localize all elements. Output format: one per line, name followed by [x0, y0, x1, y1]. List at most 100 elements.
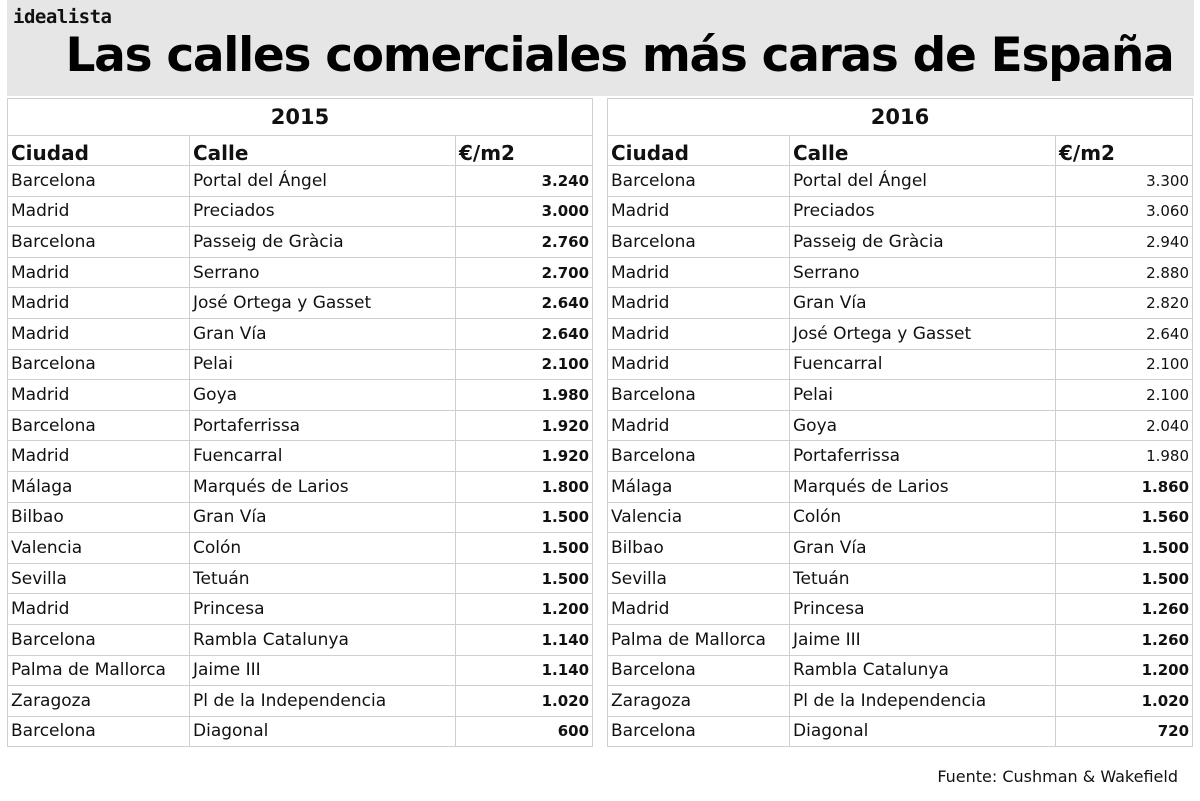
cell-street: Passeig de Gràcia — [189, 226, 456, 258]
table-body: Barcelona Portal del Ángel 3.240 Madrid Prec… — [7, 165, 594, 748]
table-row: Madrid Princesa 1.200 — [7, 593, 594, 625]
cell-city: Barcelona — [7, 348, 190, 381]
cell-price: 1.500 — [454, 501, 594, 534]
table-row: Barcelona Pelai 2.100 — [607, 379, 1194, 411]
cell-city: Barcelona — [7, 715, 190, 748]
cell-city: Barcelona — [7, 226, 190, 258]
cell-price: 2.640 — [454, 287, 594, 319]
cell-street: Goya — [189, 379, 456, 411]
table-row: Palma de Mallorca Jaime III 1.260 — [607, 623, 1194, 656]
cell-price: 2.760 — [454, 226, 594, 258]
cell-city: Barcelona — [607, 440, 790, 472]
table-row: Málaga Marqués de Larios 1.800 — [7, 470, 594, 503]
cell-price: 1.140 — [454, 623, 594, 656]
cell-street: Diagonal — [189, 715, 456, 748]
cell-price: 2.820 — [1054, 287, 1194, 319]
cell-city: Madrid — [607, 593, 790, 625]
cell-price: 2.880 — [1054, 256, 1194, 289]
cell-price: 1.200 — [454, 593, 594, 625]
table-row: Valencia Colón 1.500 — [7, 532, 594, 564]
source-note: Fuente: Cushman & Wakefield — [937, 767, 1178, 786]
cell-street: Fuencarral — [789, 348, 1056, 381]
cell-price: 1.500 — [454, 532, 594, 564]
cell-price: 1.920 — [454, 409, 594, 442]
cell-street: Serrano — [789, 256, 1056, 289]
column-header-street: Calle — [789, 135, 1056, 166]
column-header-price: €/m2 — [1054, 135, 1194, 166]
cell-price: 2.100 — [454, 348, 594, 381]
cell-street: Marqués de Larios — [189, 470, 456, 503]
cell-city: Valencia — [7, 532, 190, 564]
cell-street: Princesa — [189, 593, 456, 625]
cell-city: Barcelona — [7, 409, 190, 442]
cell-city: Palma de Mallorca — [7, 654, 190, 687]
cell-city: Barcelona — [7, 165, 190, 197]
cell-street: José Ortega y Gasset — [789, 317, 1056, 350]
table-row: Barcelona Portaferrissa 1.920 — [7, 409, 594, 442]
cell-street: Gran Vía — [189, 501, 456, 534]
cell-street: Fuencarral — [189, 440, 456, 472]
table-2015: 2015 Ciudad Calle €/m2 Barcelona Portal d… — [6, 98, 594, 748]
table-row: Bilbao Gran Vía 1.500 — [7, 501, 594, 534]
cell-street: Portal del Ángel — [189, 165, 456, 197]
cell-price: 600 — [454, 715, 594, 748]
table-row: Barcelona Diagonal 600 — [7, 715, 594, 748]
cell-price: 1.920 — [454, 440, 594, 472]
cell-street: Pl de la Independencia — [189, 685, 456, 717]
cell-city: Madrid — [7, 379, 190, 411]
cell-price: 1.020 — [454, 685, 594, 717]
table-row: Valencia Colón 1.560 — [607, 501, 1194, 534]
table-row: Bilbao Gran Vía 1.500 — [607, 532, 1194, 564]
cell-price: 3.000 — [454, 195, 594, 228]
table-2016: 2016 Ciudad Calle €/m2 Barcelona Portal d… — [606, 98, 1194, 748]
cell-city: Madrid — [607, 195, 790, 228]
cell-city: Madrid — [7, 440, 190, 472]
cell-street: Pelai — [789, 379, 1056, 411]
cell-street: Passeig de Gràcia — [789, 226, 1056, 258]
cell-street: Portaferrissa — [789, 440, 1056, 472]
cell-city: Sevilla — [607, 562, 790, 595]
header-banner: idealista Las calles comerciales más car… — [7, 0, 1194, 96]
table-row: Madrid Gran Vía 2.640 — [7, 317, 594, 350]
cell-price: 2.040 — [1054, 409, 1194, 442]
cell-street: Marqués de Larios — [789, 470, 1056, 503]
table-row: Barcelona Rambla Catalunya 1.200 — [607, 654, 1194, 687]
cell-price: 1.560 — [1054, 501, 1194, 534]
cell-street: Princesa — [789, 593, 1056, 625]
cell-price: 1.980 — [1054, 440, 1194, 472]
cell-price: 1.800 — [454, 470, 594, 503]
cell-price: 3.060 — [1054, 195, 1194, 228]
cell-city: Bilbao — [7, 501, 190, 534]
table-row: Madrid Preciados 3.000 — [7, 195, 594, 228]
cell-city: Madrid — [607, 409, 790, 442]
cell-street: Diagonal — [789, 715, 1056, 748]
table-row: Barcelona Portal del Ángel 3.240 — [7, 165, 594, 197]
cell-street: Rambla Catalunya — [189, 623, 456, 656]
cell-price: 3.240 — [454, 165, 594, 197]
table-row: Sevilla Tetuán 1.500 — [607, 562, 1194, 595]
table-row: Madrid Goya 1.980 — [7, 379, 594, 411]
cell-price: 1.140 — [454, 654, 594, 687]
table-row: Barcelona Passeig de Gràcia 2.940 — [607, 226, 1194, 258]
cell-city: Barcelona — [607, 654, 790, 687]
table-body: Barcelona Portal del Ángel 3.300 Madrid Prec… — [607, 165, 1194, 748]
column-header-price: €/m2 — [454, 135, 594, 166]
cell-price: 1.260 — [1054, 593, 1194, 625]
cell-city: Palma de Mallorca — [607, 623, 790, 656]
cell-street: Gran Vía — [189, 317, 456, 350]
year-header: 2015 — [6, 98, 594, 136]
column-header-city: Ciudad — [7, 135, 190, 166]
table-row: Madrid Fuencarral 2.100 — [607, 348, 1194, 381]
cell-street: Goya — [789, 409, 1056, 442]
page-title: Las calles comerciales más caras de Espa… — [65, 28, 1175, 83]
cell-city: Madrid — [607, 317, 790, 350]
cell-street: Jaime III — [189, 654, 456, 687]
table-row: Madrid Gran Vía 2.820 — [607, 287, 1194, 319]
cell-city: Madrid — [7, 256, 190, 289]
cell-street: Rambla Catalunya — [789, 654, 1056, 687]
cell-price: 720 — [1054, 715, 1194, 748]
cell-street: Portal del Ángel — [789, 165, 1056, 197]
table-row: Madrid Serrano 2.700 — [7, 256, 594, 289]
cell-price: 2.640 — [1054, 317, 1194, 350]
cell-street: Tetuán — [789, 562, 1056, 595]
